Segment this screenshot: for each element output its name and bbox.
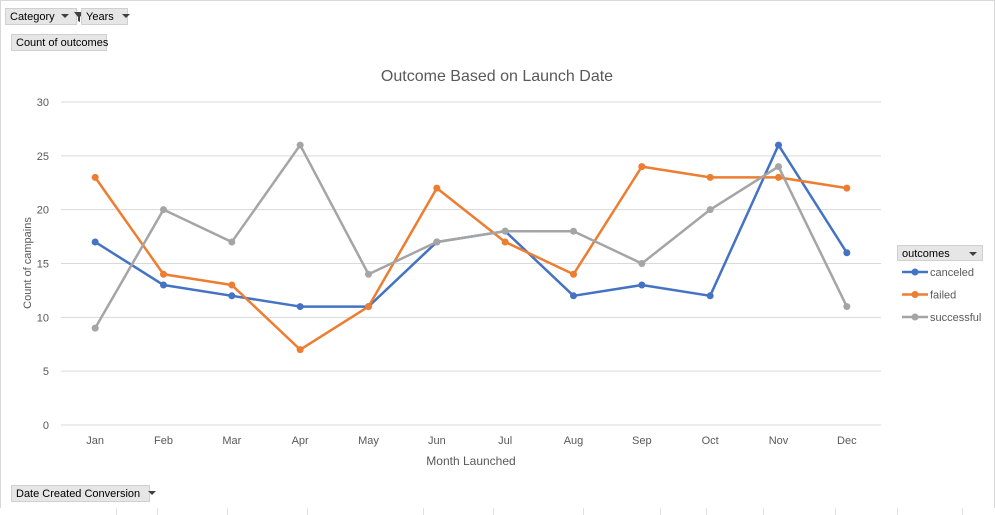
sheet-row-strip [0, 508, 995, 515]
data-point-successful [365, 270, 372, 278]
data-point-canceled [160, 281, 167, 289]
legend-marker-successful [911, 313, 919, 321]
x-tick-label: Jul [498, 435, 512, 447]
y-tick-label: 20 [37, 205, 49, 217]
data-point-failed [570, 270, 577, 278]
y-tick-label: 25 [37, 151, 49, 163]
category-filter-button[interactable]: Category [5, 8, 84, 25]
years-filter-label: Years [86, 11, 114, 23]
data-point-canceled [706, 292, 714, 300]
data-point-successful [706, 206, 714, 214]
legend-field-label: outcomes [902, 248, 950, 260]
data-point-successful [501, 227, 509, 235]
cell-divider [157, 508, 158, 515]
legend-field-button[interactable]: outcomes [897, 245, 983, 261]
cell-divider [583, 508, 584, 515]
data-point-failed [843, 184, 851, 192]
data-point-successful [91, 324, 99, 332]
x-tick-label: May [358, 435, 379, 447]
chevron-down-icon [60, 14, 69, 19]
data-point-successful [775, 163, 782, 171]
data-point-successful [433, 238, 441, 246]
y-tick-label: 10 [37, 312, 49, 324]
y-axis-tick-labels: 0 5 10 15 20 25 30 [37, 97, 49, 432]
y-tick-label: 15 [37, 259, 49, 271]
data-point-failed [501, 238, 509, 246]
y-axis-label: Count of campains [22, 217, 34, 309]
cell-divider [962, 508, 963, 515]
data-point-failed [296, 346, 304, 354]
legend-label-successful: successful [930, 312, 981, 324]
x-tick-label: Apr [292, 435, 309, 447]
cell-divider [835, 508, 836, 515]
legend: canceled failed successful [902, 267, 981, 324]
x-tick-label: Aug [564, 435, 584, 447]
cell-divider [493, 508, 494, 515]
chevron-down-icon [121, 14, 130, 19]
years-filter-button[interactable]: Years [81, 8, 130, 25]
legend-marker-canceled [911, 268, 919, 276]
series-lines [94, 143, 848, 351]
data-point-failed [365, 303, 372, 311]
x-tick-label: Sep [632, 435, 652, 447]
cell-divider [423, 508, 424, 515]
series-line-failed [94, 165, 848, 351]
series-points [91, 141, 851, 354]
data-point-failed [160, 270, 167, 278]
x-tick-label: Oct [702, 435, 719, 447]
data-point-successful [228, 238, 236, 246]
legend-label-canceled: canceled [930, 267, 974, 279]
data-point-successful [296, 141, 304, 149]
data-point-canceled [570, 292, 577, 300]
chevron-down-icon [148, 491, 157, 496]
axis-field-label: Date Created Conversion [16, 488, 141, 500]
axis-field-button[interactable]: Date Created Conversion [11, 485, 157, 502]
values-field-label: Count of outcomes [16, 37, 109, 49]
x-tick-label: Dec [837, 435, 857, 447]
cell-divider [116, 508, 117, 515]
data-point-canceled [228, 292, 236, 300]
data-point-failed [638, 163, 646, 171]
data-point-successful [638, 260, 646, 267]
y-tick-label: 5 [43, 366, 49, 378]
x-axis-tick-labels: Jan Feb Mar Apr May Jun Jul Aug Sep Oct Nov Dec [86, 435, 857, 447]
cell-divider [660, 508, 661, 515]
chart-title: Outcome Based on Launch Date [381, 68, 613, 85]
category-filter-label: Category [10, 11, 55, 23]
cell-divider [307, 508, 308, 515]
cell-divider [706, 508, 707, 515]
data-point-successful [160, 206, 167, 214]
cell-divider [763, 508, 764, 515]
x-axis-label: Month Launched [426, 454, 515, 468]
y-tick-label: 30 [37, 97, 49, 109]
data-point-canceled [91, 238, 99, 246]
legend-label-failed: failed [930, 290, 956, 302]
data-point-canceled [843, 249, 851, 257]
data-point-failed [706, 173, 714, 181]
cell-divider [897, 508, 898, 515]
legend-marker-failed [911, 291, 919, 298]
x-tick-label: Nov [769, 435, 789, 447]
data-point-failed [91, 173, 99, 181]
series-line-successful [94, 143, 848, 329]
x-tick-label: Mar [222, 435, 241, 447]
x-tick-label: Jan [86, 435, 104, 447]
gridlines [61, 101, 881, 426]
data-point-failed [433, 184, 441, 192]
data-point-failed [775, 173, 782, 181]
data-point-canceled [296, 303, 304, 311]
x-tick-label: Jun [428, 435, 446, 447]
cell-divider [227, 508, 228, 515]
data-point-failed [228, 281, 236, 289]
chevron-down-icon [969, 252, 977, 256]
values-field-button[interactable]: Count of outcomes [11, 34, 109, 51]
data-point-successful [570, 227, 577, 235]
data-point-successful [843, 303, 851, 311]
y-tick-label: 0 [43, 420, 49, 432]
data-point-canceled [638, 281, 646, 289]
data-point-canceled [775, 141, 782, 149]
x-tick-label: Feb [154, 435, 173, 447]
